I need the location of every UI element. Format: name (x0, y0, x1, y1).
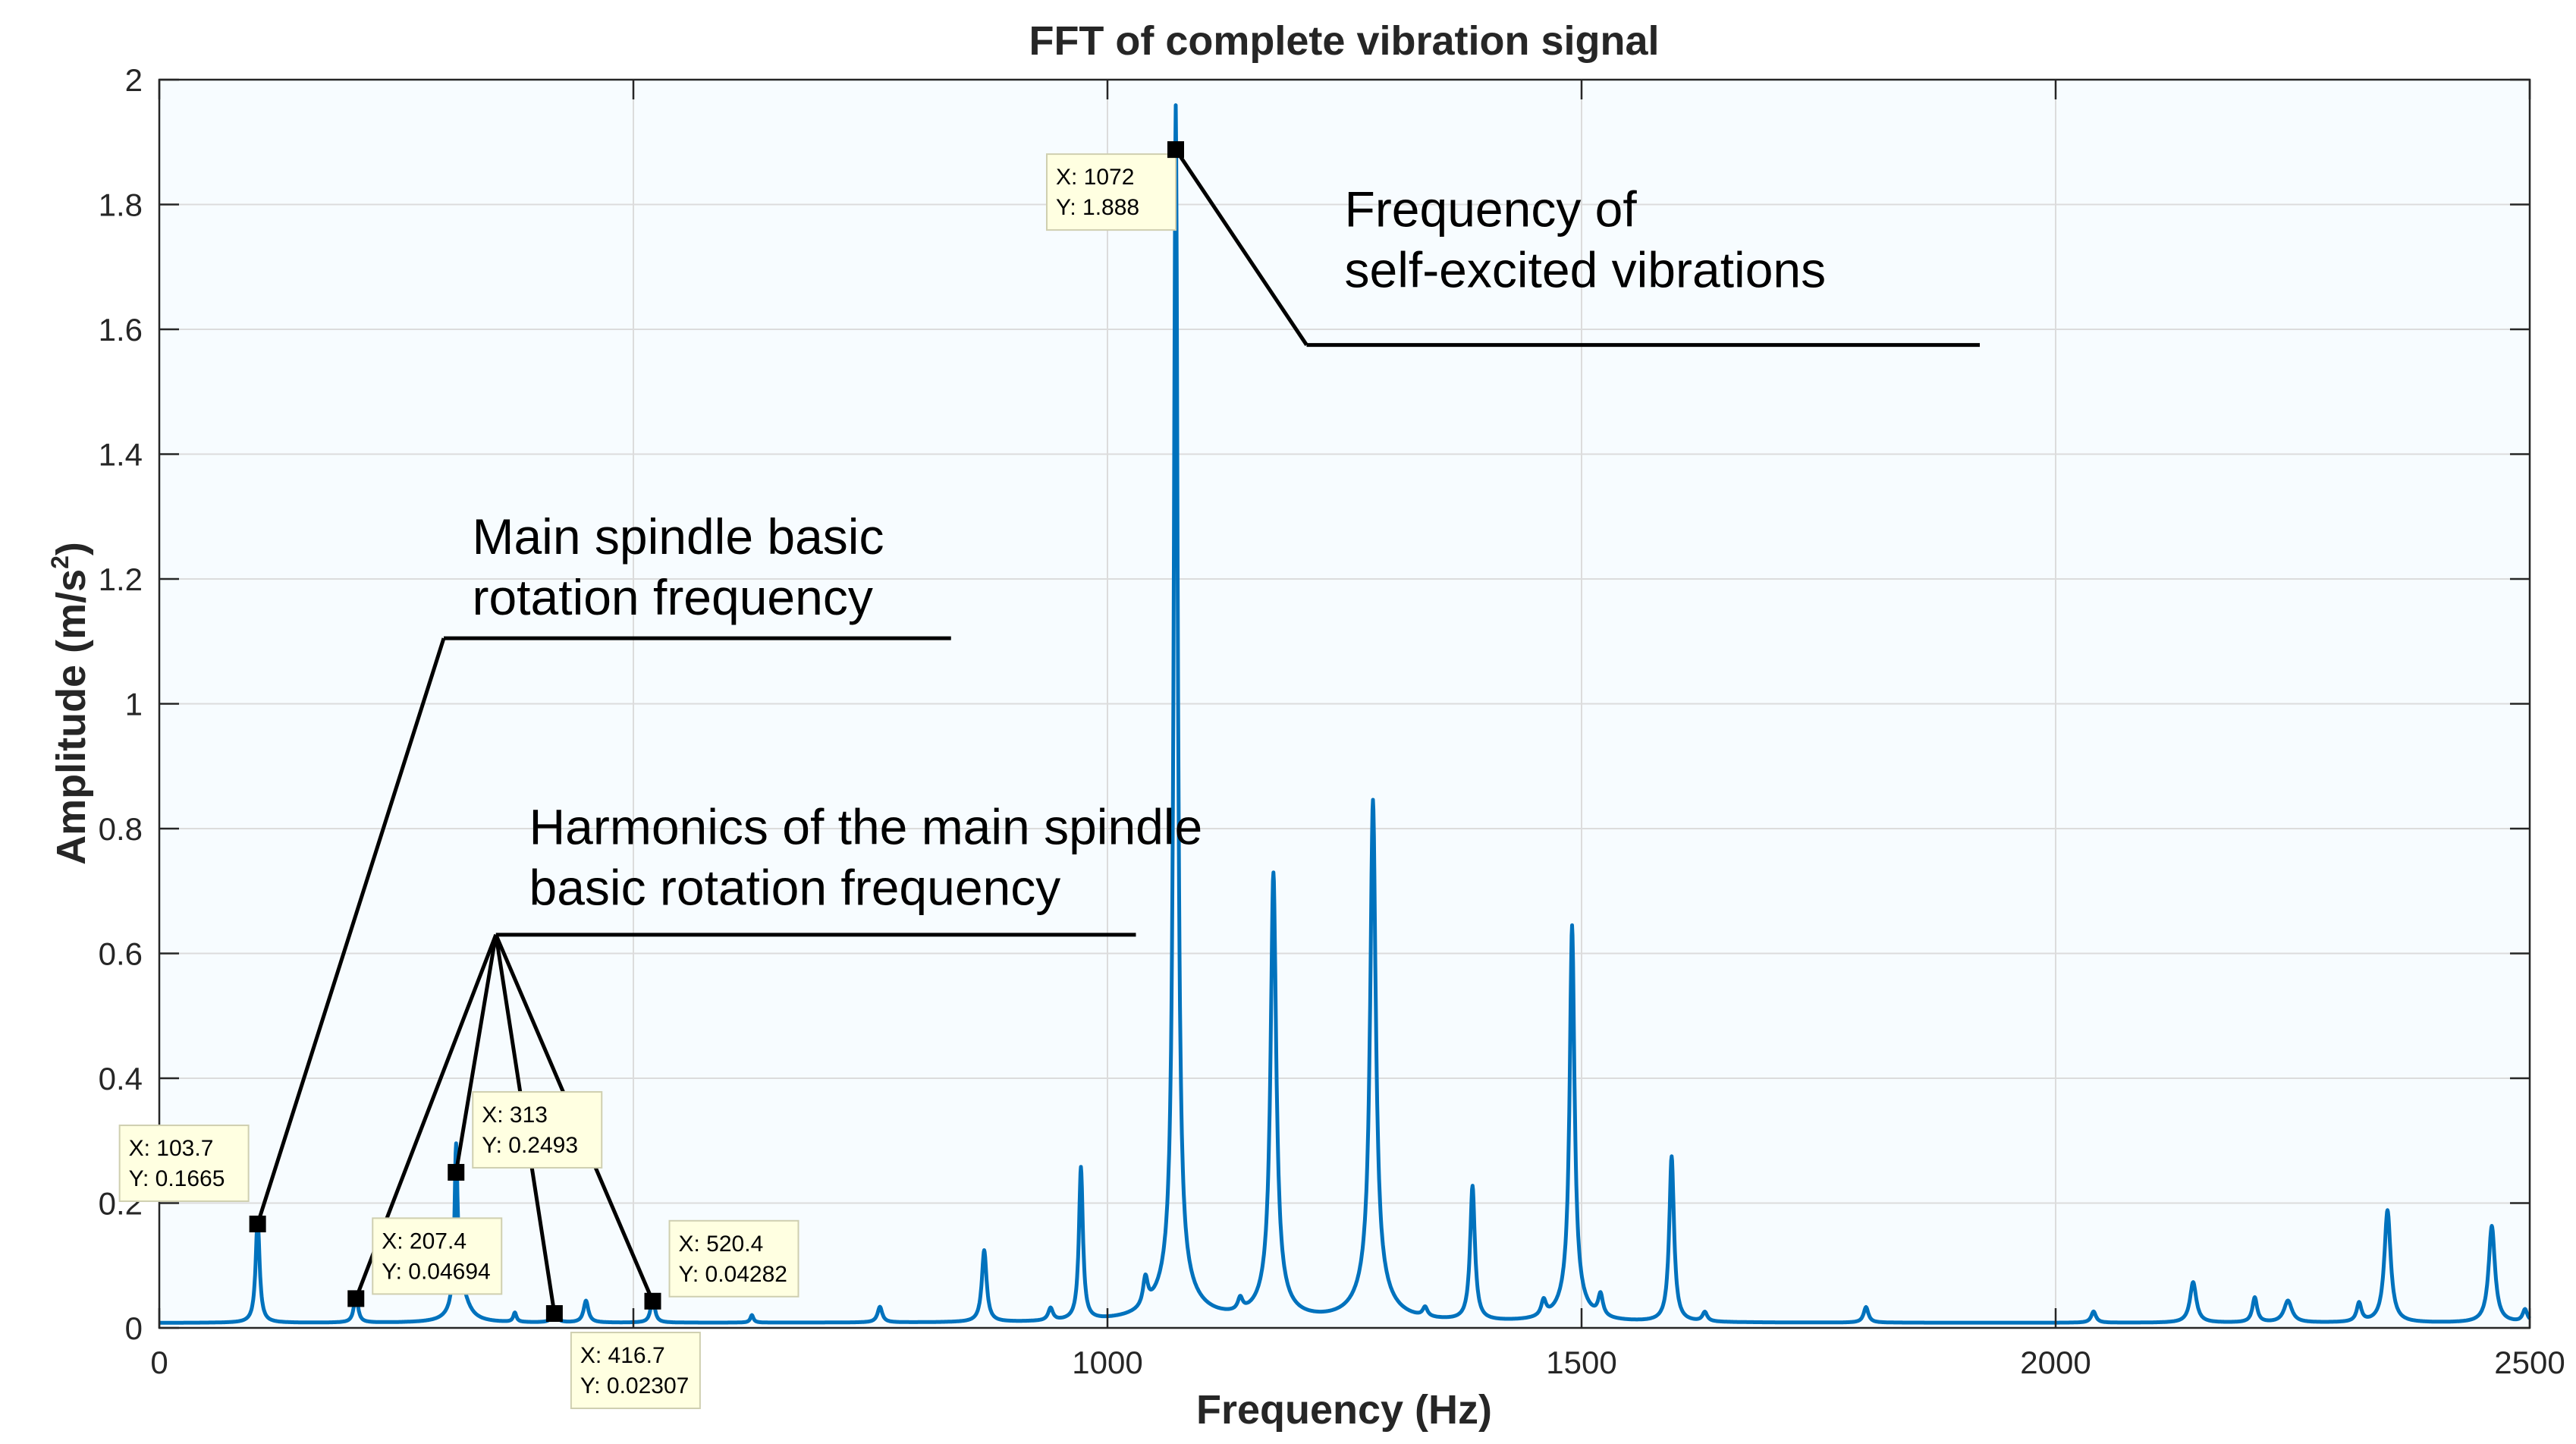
datatip-y-label: Y: 0.02307 (580, 1373, 689, 1398)
x-tick-label: 2500 (2494, 1345, 2565, 1380)
datatip-box (668, 1219, 800, 1298)
x-axis-label: Frequency (Hz) (1196, 1387, 1492, 1433)
datatip-marker[interactable] (644, 1292, 661, 1310)
chart-title: FFT of complete vibration signal (1029, 18, 1659, 64)
y-axis-label-superscript: 2 (46, 555, 74, 569)
datatip-x-label: X: 103.7 (129, 1136, 214, 1161)
y-axis-label-main: Amplitude (m/s (49, 569, 94, 865)
annotation-text-0-0: Frequency of (1345, 181, 1638, 237)
datatip-x-label: X: 520.4 (679, 1232, 764, 1257)
annotation-text-1-0: Main spindle basic (473, 508, 884, 565)
x-tick-label: 1500 (1546, 1345, 1616, 1380)
annotation-leader-line (454, 934, 498, 1173)
x-tick-label: 0 (150, 1345, 168, 1380)
annotation-text-2-1: basic rotation frequency (529, 860, 1061, 916)
y-tick-label: 0.8 (99, 811, 143, 847)
datatip-x-label: X: 207.4 (382, 1229, 467, 1254)
x-tick-label: 1000 (1072, 1345, 1142, 1380)
annotation-leader-line (256, 637, 446, 1225)
y-axis-label: Amplitude (m/s2) (46, 542, 94, 865)
annotation-text-2-0: Harmonics of the main spindle (529, 799, 1203, 855)
datatip-x-label: X: 1072 (1056, 165, 1134, 190)
annotation-text-1-1: rotation frequency (473, 569, 873, 625)
annotation-text-0-1: self-excited vibrations (1345, 241, 1827, 297)
datatip-marker[interactable] (1167, 141, 1184, 159)
datatip-box (118, 1125, 250, 1203)
datatip-box (472, 1090, 603, 1169)
datatip-box (1046, 153, 1176, 231)
annotation-leader-line (1173, 148, 1308, 346)
datatip-box (570, 1332, 701, 1410)
y-tick-label: 1.8 (99, 187, 143, 223)
y-tick-label: 0 (125, 1310, 143, 1346)
datatip-marker[interactable] (448, 1163, 465, 1181)
datatip-x-label: X: 313 (482, 1103, 548, 1128)
x-tick-label: 2000 (2020, 1345, 2091, 1380)
datatip-marker[interactable] (347, 1290, 365, 1307)
y-tick-label: 0.6 (99, 936, 143, 972)
datatip-marker[interactable] (545, 1305, 563, 1323)
grid (159, 80, 2530, 1328)
datatip-y-label: Y: 1.888 (1056, 195, 1139, 220)
datatip-y-label: Y: 0.04282 (679, 1262, 787, 1287)
y-tick-label: 1.6 (99, 312, 143, 348)
datatip-marker[interactable] (249, 1216, 266, 1233)
y-axis-label-close: ) (49, 542, 94, 555)
y-tick-label: 1.4 (99, 437, 143, 473)
y-tick-label: 0.4 (99, 1061, 143, 1096)
y-tick-label: 1.2 (99, 562, 143, 597)
y-tick-label: 2 (125, 62, 143, 98)
datatip-y-label: Y: 0.1665 (129, 1166, 225, 1191)
datatips: X: 103.7 Y: 0.1665 X: 207.4 Y: 0.04694 X: 31… (118, 141, 1184, 1410)
datatip-x-label: X: 416.7 (580, 1343, 665, 1368)
datatip-box (372, 1217, 503, 1295)
datatip-y-label: Y: 0.2493 (482, 1133, 578, 1158)
datatip-y-label: Y: 0.04694 (382, 1259, 490, 1284)
y-tick-label: 1 (125, 687, 143, 722)
